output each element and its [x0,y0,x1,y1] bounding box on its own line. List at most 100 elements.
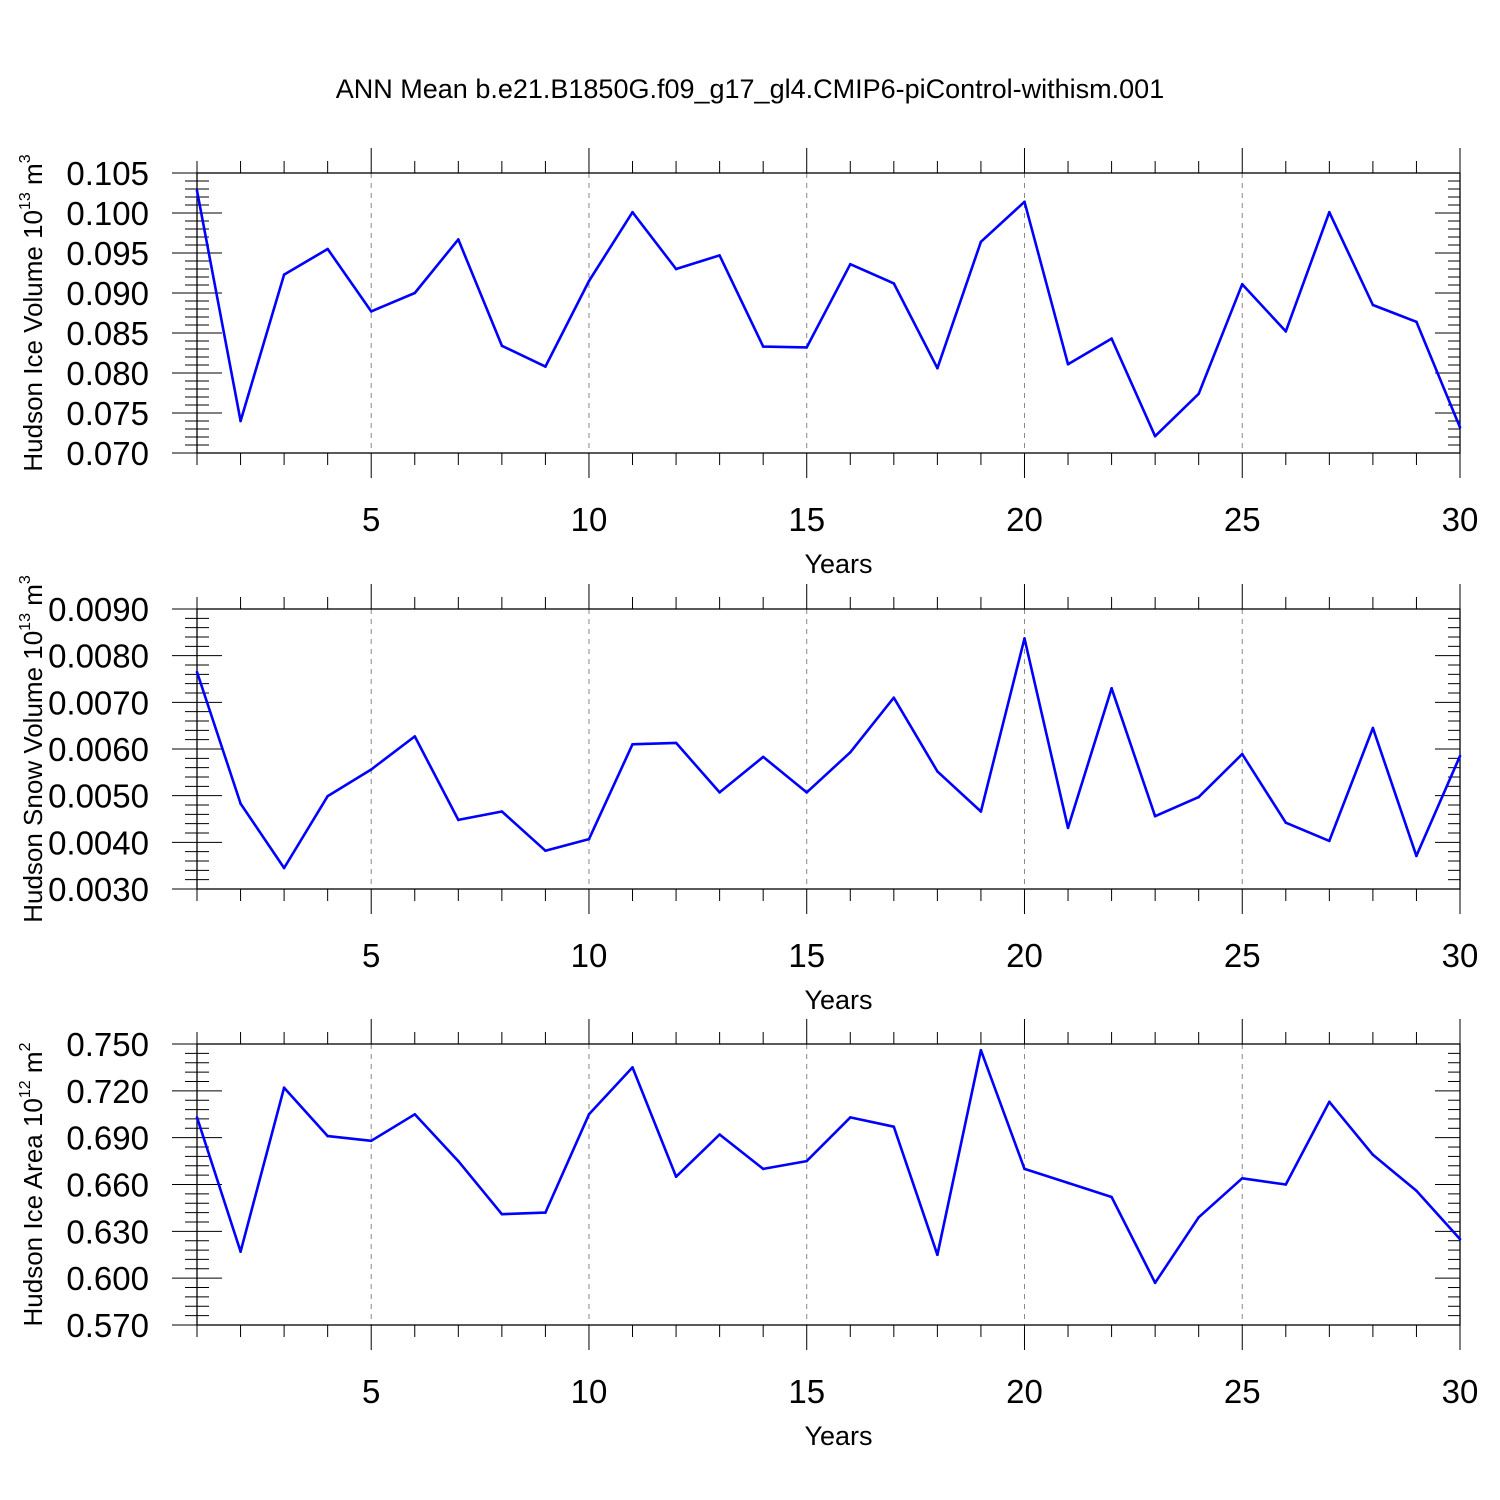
x-tick-label-30: 30 [1442,501,1479,538]
data-point-10 [587,837,591,841]
data-point-22 [1110,1195,1113,1199]
data-point-17 [892,282,896,285]
data-point-25 [1240,1176,1244,1180]
data-point-1 [195,189,199,192]
x-tick-label-15: 15 [788,1373,825,1410]
x-tick-label-25: 25 [1224,501,1261,538]
data-point-29 [1415,854,1418,858]
y-tick-label-1: 0.600 [66,1260,149,1297]
x-tick-label-30: 30 [1442,937,1479,974]
x-tick-label-20: 20 [1006,1373,1043,1410]
data-point-18 [936,366,939,370]
data-point-7 [457,238,460,241]
y-tick-label-2: 0.080 [66,355,149,392]
data-point-8 [500,1212,504,1216]
data-point-21 [1066,826,1070,830]
data-point-20 [1023,1167,1026,1171]
data-point-5 [369,1139,373,1143]
data-point-2 [239,419,242,423]
y-tick-label-5: 0.720 [66,1073,149,1110]
data-point-14 [761,345,765,348]
plot-frame [196,1043,1461,1326]
panel-ice-volume: 0.0700.0750.0800.0850.0900.0950.1000.105… [17,148,1478,579]
data-point-20 [1023,637,1026,640]
data-point-2 [239,802,242,805]
data-point-26 [1284,1183,1288,1186]
y-tick-label-0: 0.570 [66,1307,149,1344]
x-tick-label-30: 30 [1442,1373,1479,1410]
y-tick-label-0: 0.070 [66,435,149,472]
data-point-1 [195,670,199,674]
x-axis-label: Years [804,985,872,1015]
y-tick-label-1: 0.075 [66,395,149,432]
y-axis-label: Hudson Ice Volume 1013 m3 [17,154,48,471]
data-point-13 [718,791,721,794]
plot-frame [196,608,1461,890]
data-point-6 [413,291,417,295]
x-tick-label-15: 15 [788,937,825,974]
y-tick-label-4: 0.0070 [48,684,149,721]
x-tick-label-10: 10 [571,937,608,974]
data-point-23 [1153,1281,1157,1285]
data-point-26 [1284,330,1288,333]
data-point-30 [1458,426,1462,429]
data-point-26 [1284,821,1288,825]
data-point-10 [587,1112,591,1116]
data-point-7 [457,818,460,822]
y-tick-label-3: 0.660 [66,1167,149,1204]
series-line [195,1048,1461,1285]
data-point-16 [848,750,852,754]
y-tick-label-7: 0.105 [66,155,149,192]
data-point-30 [1458,754,1462,758]
data-point-18 [936,1253,939,1257]
x-tick-label-25: 25 [1224,1373,1261,1410]
data-point-3 [282,273,286,276]
data-point-19 [979,810,983,813]
x-axis-label: Years [804,1421,872,1451]
data-point-20 [1023,200,1026,204]
data-point-3 [282,1086,286,1090]
x-tick-label-10: 10 [571,501,608,538]
data-point-14 [761,1167,765,1171]
data-point-25 [1240,282,1244,286]
data-point-28 [1371,303,1375,307]
data-point-29 [1415,320,1418,324]
data-point-4 [326,247,329,251]
data-point-11 [631,743,634,746]
y-tick-label-6: 0.750 [66,1026,149,1063]
y-tick-label-1: 0.0040 [48,824,149,861]
y-tick-label-4: 0.090 [66,275,149,312]
data-point-28 [1371,726,1375,730]
data-point-8 [500,344,504,348]
data-point-4 [326,794,329,798]
data-point-23 [1153,434,1157,438]
data-point-12 [674,741,678,745]
data-point-22 [1110,687,1113,690]
x-axis-label: Years [804,549,872,579]
x-tick-label-20: 20 [1006,501,1043,538]
figure-title: ANN Mean b.e21.B1850G.f09_g17_gl4.CMIP6-… [335,74,1165,104]
data-point-27 [1328,1100,1331,1104]
y-tick-label-5: 0.0080 [48,638,149,675]
data-point-12 [674,267,678,271]
data-point-29 [1415,1189,1418,1193]
data-point-24 [1197,1215,1200,1219]
x-tick-label-5: 5 [362,937,380,974]
data-point-9 [544,1211,547,1214]
data-point-21 [1066,362,1070,366]
y-axis-label: Hudson Snow Volume 1013 m3 [17,575,48,923]
y-tick-label-0: 0.0030 [48,871,149,908]
series-line [195,637,1462,870]
x-tick-label-5: 5 [362,1373,380,1410]
data-point-10 [587,279,591,283]
plot-frame [196,172,1461,454]
data-point-12 [674,1175,678,1178]
data-point-9 [544,849,547,853]
x-tick-label-25: 25 [1224,937,1261,974]
y-axis-label: Hudson Ice Area 1012 m2 [17,1042,48,1326]
data-point-19 [979,240,983,244]
data-point-2 [239,1250,242,1253]
data-point-16 [848,1116,852,1119]
data-point-5 [369,310,373,313]
